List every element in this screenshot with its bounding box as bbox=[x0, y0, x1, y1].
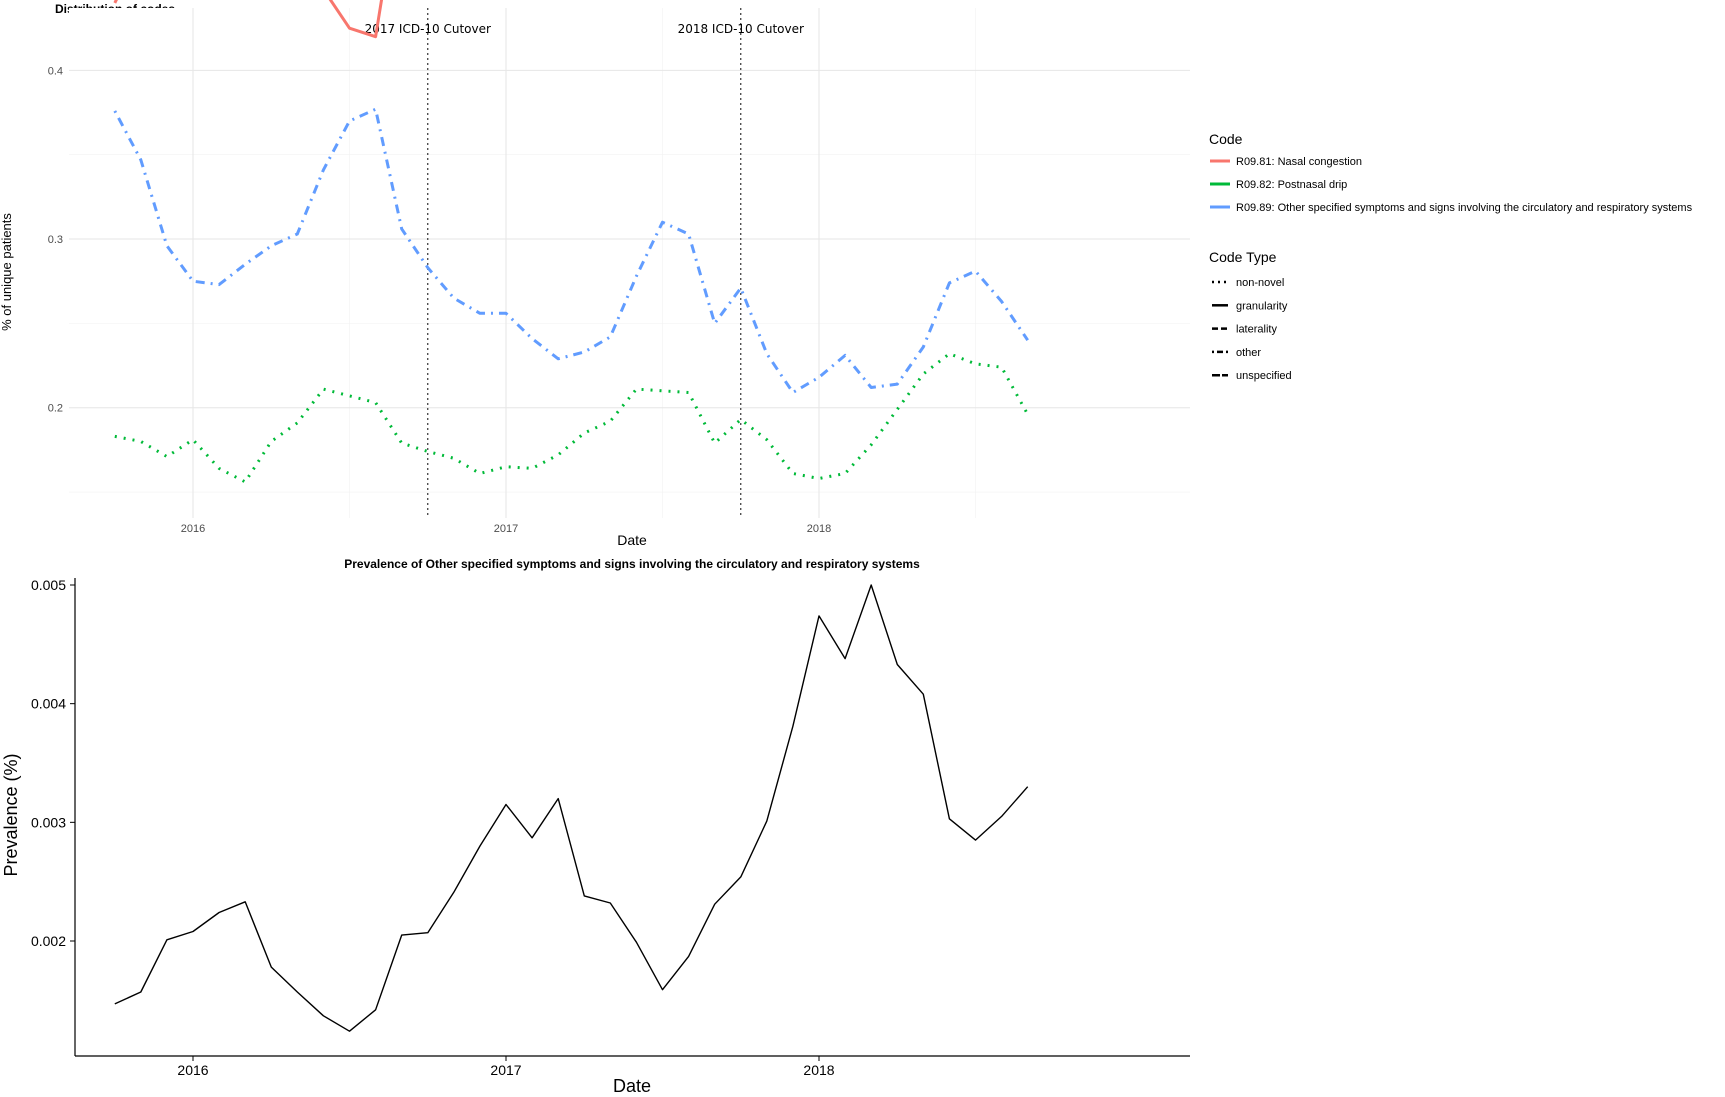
series-line-3 bbox=[113, 107, 1029, 394]
legend-code-title: Code bbox=[1209, 131, 1243, 147]
top-x-ticks: 2016 2017 2018 bbox=[181, 523, 831, 535]
prevalence-panel: Prevalence of Other specified symptoms a… bbox=[1, 557, 1190, 1096]
top-y-tick-label: 0.2 bbox=[48, 403, 63, 415]
distribution-panel: Distribution of codes 2017 ICD-10 Cutove… bbox=[0, 0, 1190, 548]
legend-type-entries: non-novel granularity laterality other unspe… bbox=[1212, 277, 1292, 382]
bottom-y-ticks: 0.002 0.003 0.004 0.005 bbox=[31, 577, 75, 949]
legend-code-label: R09.82: Postnasal drip bbox=[1236, 179, 1347, 191]
legend-type-label: granularity bbox=[1236, 300, 1288, 312]
top-y-ticks: 0.20.30.40.50.6 bbox=[48, 65, 63, 415]
top-x-tick-label: 2017 bbox=[494, 523, 518, 535]
top-y-tick-label: 0.3 bbox=[48, 234, 63, 246]
bottom-x-tick-label: 2016 bbox=[177, 1062, 208, 1078]
legend-code-label: R09.81: Nasal congestion bbox=[1236, 156, 1362, 168]
top-x-tick-label: 2018 bbox=[807, 523, 831, 535]
legend-type-label: laterality bbox=[1236, 324, 1277, 336]
legend-code-label: R09.89: Other specified symptoms and sig… bbox=[1236, 202, 1693, 214]
top-series-lines bbox=[113, 0, 1030, 484]
legend-code-entries: R09.81: Nasal congestion R09.82: Postnasa… bbox=[1210, 156, 1693, 214]
legend-type-label: other bbox=[1236, 347, 1261, 359]
top-grid bbox=[69, 8, 1190, 518]
legend: Code R09.81: Nasal congestion R09.82: Pos… bbox=[1209, 131, 1693, 382]
bottom-y-tick-label: 0.002 bbox=[31, 933, 66, 949]
bottom-y-tick-label: 0.004 bbox=[31, 696, 66, 712]
top-y-axis-title: % of unique patients bbox=[0, 213, 14, 331]
bottom-x-axis-title: Date bbox=[613, 1076, 651, 1096]
bottom-chart-title: Prevalence of Other specified symptoms a… bbox=[344, 557, 920, 571]
top-y-tick-label: 0.4 bbox=[48, 65, 63, 77]
top-plot-background bbox=[69, 8, 1190, 518]
bottom-y-tick-label: 0.005 bbox=[31, 577, 66, 593]
bottom-y-axis-title: Prevalence (%) bbox=[1, 753, 21, 876]
bottom-x-ticks: 2016 2017 2018 bbox=[177, 1056, 835, 1078]
legend-type-label: unspecified bbox=[1236, 370, 1292, 382]
top-annotations: 2017 ICD-10 Cutover 2018 ICD-10 Cutover bbox=[365, 8, 804, 518]
top-x-tick-label: 2016 bbox=[181, 523, 205, 535]
bottom-x-tick-label: 2017 bbox=[490, 1062, 521, 1078]
legend-type-title: Code Type bbox=[1209, 249, 1277, 265]
cutover-label: 2017 ICD-10 Cutover bbox=[365, 22, 491, 36]
bottom-y-tick-label: 0.003 bbox=[31, 814, 66, 830]
prevalence-line bbox=[114, 584, 1029, 1032]
bottom-series-lines bbox=[114, 584, 1029, 1032]
legend-type-label: non-novel bbox=[1236, 277, 1284, 289]
cutover-label: 2018 ICD-10 Cutover bbox=[678, 22, 804, 36]
top-x-axis-title: Date bbox=[617, 532, 647, 548]
bottom-x-tick-label: 2018 bbox=[803, 1062, 834, 1078]
